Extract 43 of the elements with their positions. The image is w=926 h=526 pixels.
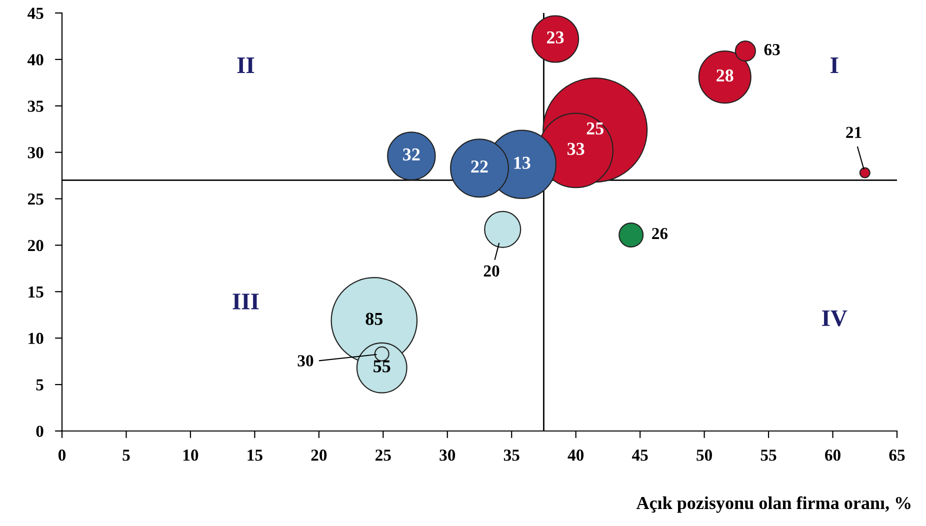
x-tick-label: 30 [440, 450, 456, 461]
x-tick-label: 60 [825, 450, 840, 461]
annotation: IV [822, 310, 848, 326]
annotation: 30 [298, 355, 314, 366]
annotation: 63 [764, 44, 780, 56]
annotation: 23 [547, 31, 564, 44]
x-tick-label: 15 [248, 450, 262, 461]
annotation: III [232, 294, 259, 310]
x-tick-label: 0 [58, 450, 66, 461]
annotation: 55 [374, 360, 390, 372]
x-tick-label: 50 [696, 450, 712, 461]
annotation: 26 [652, 228, 668, 240]
annotation: II [237, 58, 254, 74]
y-tick-label: 35 [28, 100, 44, 112]
annotation: 25 [586, 122, 604, 135]
y-tick-label: 5 [36, 379, 44, 390]
annotation: 20 [484, 265, 500, 277]
x-tick-label: 5 [122, 450, 130, 461]
x-tick-label: 20 [311, 450, 327, 461]
y-tick-label: 25 [28, 194, 44, 205]
annotation: 33 [568, 142, 584, 155]
annotation: 28 [716, 69, 734, 82]
y-tick-label: 30 [28, 147, 44, 158]
x-tick-label: 45 [632, 450, 648, 461]
annotation: 85 [366, 312, 383, 325]
annotation: 13 [514, 156, 530, 169]
y-tick-label: 15 [28, 286, 44, 298]
y-tick-label: 10 [28, 332, 44, 344]
y-tick-label: 40 [28, 54, 44, 66]
x-tick-label: 65 [889, 450, 905, 461]
x-tick-label: 25 [376, 450, 391, 461]
x-tick-label: 35 [504, 450, 520, 461]
annotation: I [830, 58, 838, 74]
annotation: 22 [471, 160, 488, 172]
x-axis-title: Açık pozisyonu olan firma oranı, % [636, 496, 910, 513]
y-tick-label: 20 [28, 240, 44, 252]
y-tick-label: 0 [36, 426, 44, 437]
annotation: 21 [846, 126, 862, 138]
x-tick-label: 10 [183, 450, 198, 461]
annotation: 32 [403, 148, 420, 161]
x-tick-label: 40 [568, 450, 584, 461]
y-tick-label: 45 [28, 8, 44, 19]
x-tick-label: 55 [760, 450, 776, 461]
